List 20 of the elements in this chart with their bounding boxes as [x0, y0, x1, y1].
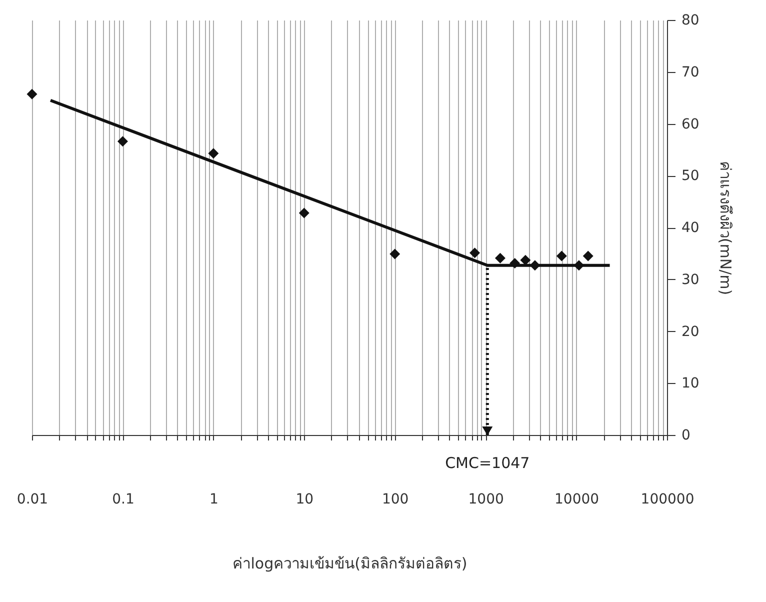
x-tick-label: 1: [209, 492, 218, 508]
y-axis-title: ค่าแรงตึงผิว(mN/m): [716, 160, 734, 296]
y-tick-label: 60: [682, 116, 700, 132]
y-tick-label: 40: [682, 220, 700, 236]
y-tick-label: 0: [682, 428, 690, 444]
y-tick-label: 80: [682, 12, 700, 28]
y-tick-label: 70: [682, 64, 700, 80]
y-tick-label: 20: [682, 324, 700, 340]
x-tick-label: 1000: [468, 492, 504, 508]
x-tick-label: 100: [382, 492, 409, 508]
x-tick-label: 0.1: [112, 492, 134, 508]
x-tick-label: 10: [296, 492, 314, 508]
y-tick-label: 10: [682, 376, 700, 392]
x-tick-label: 10000: [554, 492, 600, 508]
x-tick-label: 0.01: [16, 492, 48, 508]
x-tick-label: 100000: [640, 492, 694, 508]
y-tick-label: 50: [682, 168, 700, 184]
y-tick-label: 30: [682, 272, 700, 288]
ref-line-label: CMC=1047: [445, 454, 530, 472]
x-axis-title: ค่าlogความเข้มข้น(มิลลิกรัมต่อลิตร): [232, 554, 468, 572]
